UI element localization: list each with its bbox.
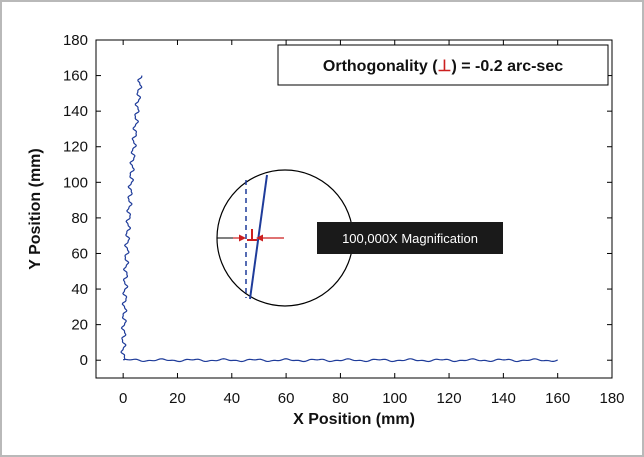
legend-text: Orthogonality (⊥) = -0.2 arc-sec	[323, 58, 563, 75]
y-tick-label: 160	[63, 68, 88, 85]
y-tick-label: 40	[71, 281, 88, 298]
x-tick-label: 80	[332, 390, 349, 407]
horizontal-axis-trace	[123, 358, 558, 363]
x-tick-label: 20	[169, 390, 186, 407]
legend-prefix: Orthogonality (	[323, 58, 438, 75]
x-tick-group: 0 20 40 60 80 100 120 140 160 180	[119, 40, 625, 407]
legend-suffix: ) = -0.2 arc-sec	[451, 58, 563, 75]
y-tick-label: 120	[63, 139, 88, 156]
x-tick-label: 160	[545, 390, 570, 407]
left-arrow-icon	[233, 234, 246, 242]
y-tick-label: 80	[71, 210, 88, 227]
y-tick-label: 0	[80, 352, 88, 369]
vertical-axis-trace	[120, 75, 143, 361]
perpendicular-symbol-icon	[247, 229, 257, 241]
y-tick-label: 60	[71, 245, 88, 262]
x-tick-label: 100	[382, 390, 407, 407]
y-tick-label: 180	[63, 32, 88, 49]
magnification-label: 100,000X Magnification	[342, 231, 478, 246]
trace-group	[120, 75, 558, 363]
y-tick-label: 140	[63, 103, 88, 120]
x-tick-label: 120	[437, 390, 462, 407]
x-tick-label: 60	[278, 390, 295, 407]
legend-frame	[277, 44, 609, 86]
y-tick-label: 20	[71, 317, 88, 334]
x-tick-label: 40	[223, 390, 240, 407]
right-arrow-icon	[256, 234, 284, 242]
y-tick-group: 0 20 40 60 80 100 120 140 160 180	[63, 32, 612, 369]
x-tick-label: 140	[491, 390, 516, 407]
x-axis-label: X Position (mm)	[293, 411, 415, 428]
orthogonality-symbol-icon: ⊥	[438, 58, 452, 75]
plot-area	[95, 39, 613, 379]
magnification-inset: 100,000X Magnification	[216, 169, 503, 307]
legend-box: Orthogonality (⊥) = -0.2 arc-sec	[277, 44, 609, 86]
x-tick-label: 180	[599, 390, 624, 407]
y-axis-label: Y Position (mm)	[27, 148, 44, 270]
magnification-callout	[317, 222, 503, 254]
y-tick-label: 100	[63, 174, 88, 191]
x-tick-label: 0	[119, 390, 127, 407]
